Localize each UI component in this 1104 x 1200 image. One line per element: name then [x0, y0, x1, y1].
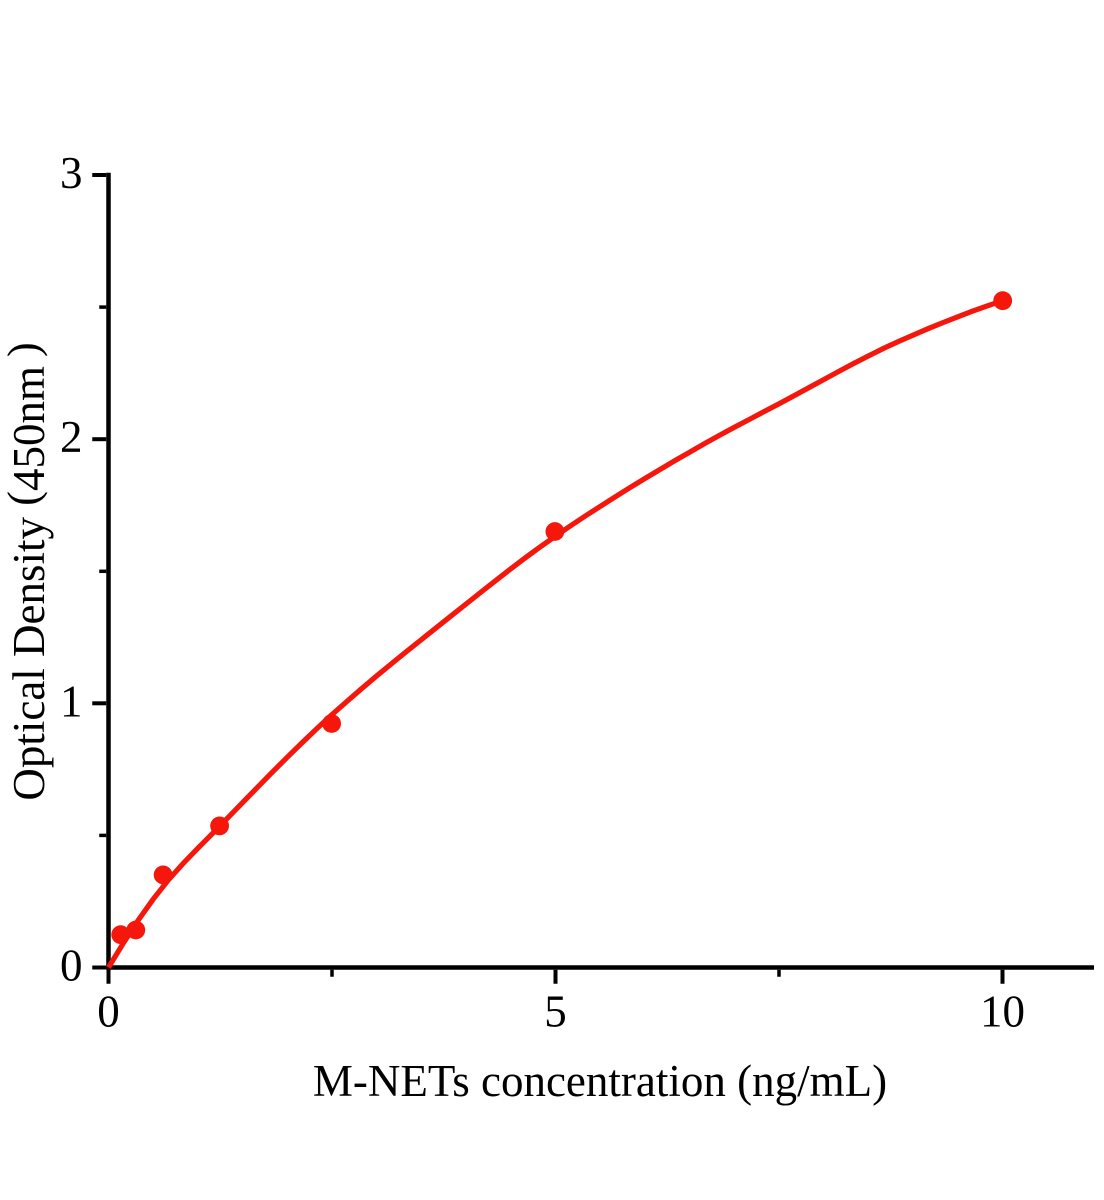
svg-text:2: 2 [60, 412, 83, 462]
svg-text:3: 3 [60, 148, 83, 198]
svg-text:1: 1 [60, 676, 83, 726]
svg-text:10: 10 [980, 987, 1025, 1037]
svg-text:5: 5 [544, 987, 567, 1037]
svg-text:0: 0 [60, 941, 83, 991]
svg-text:Optical Density (450nm ): Optical Density (450nm ) [0, 342, 54, 800]
svg-text:0: 0 [97, 987, 120, 1037]
svg-text:M-NETs concentration (ng/mL): M-NETs concentration (ng/mL) [313, 1056, 887, 1106]
